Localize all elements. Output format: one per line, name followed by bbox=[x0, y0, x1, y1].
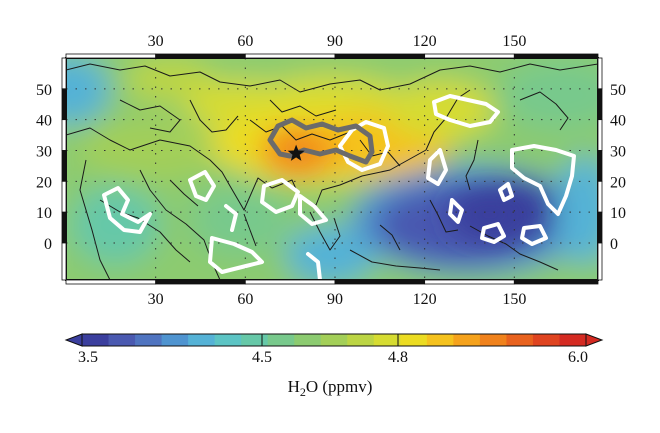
colorbar-segment bbox=[214, 334, 242, 346]
bottom-tick: 90 bbox=[327, 291, 343, 308]
frame-band bbox=[424, 279, 515, 285]
colorbar-segment bbox=[453, 334, 481, 346]
colorbar-label: 4.5 bbox=[252, 349, 272, 366]
frame-band bbox=[513, 53, 599, 59]
colorbar-segment bbox=[506, 334, 534, 346]
colorbar-segment bbox=[294, 334, 322, 346]
colorbar-label-min: 3.5 bbox=[78, 349, 98, 366]
top-tick: 90 bbox=[327, 33, 343, 50]
frame-band bbox=[61, 119, 67, 151]
colorbar-segment bbox=[479, 334, 507, 346]
right-tick: 50 bbox=[610, 82, 626, 99]
colorbar-segment bbox=[347, 334, 375, 346]
frame-band bbox=[61, 242, 67, 281]
colorbar-segments bbox=[82, 334, 587, 346]
colorbar-segment bbox=[426, 334, 454, 346]
top-tick: 60 bbox=[237, 33, 253, 50]
bottom-tick: 120 bbox=[413, 291, 437, 308]
water-vapor-map: 30 60 90 120 150 30 60 90 120 150 50 40 … bbox=[36, 33, 626, 308]
right-tick: 10 bbox=[610, 205, 626, 222]
top-tick: 120 bbox=[413, 33, 437, 50]
white-contours bbox=[102, 94, 576, 280]
frame-band bbox=[244, 279, 336, 285]
colorbar-segment bbox=[320, 334, 348, 346]
colorbar-segment bbox=[267, 334, 295, 346]
colorbar-segment bbox=[400, 334, 428, 346]
frame-band bbox=[334, 53, 426, 59]
frame-band bbox=[65, 279, 157, 285]
colorbar: 3.5 4.5 4.8 6.0 H2O (ppmv) bbox=[64, 333, 604, 399]
top-tick: 150 bbox=[502, 33, 526, 50]
frame-band bbox=[65, 53, 157, 59]
left-tick: 40 bbox=[36, 113, 52, 130]
left-tick-labels: 50 40 30 20 10 0 bbox=[36, 82, 52, 253]
bottom-tick: 150 bbox=[502, 291, 526, 308]
frame-band bbox=[597, 180, 603, 213]
frame-band bbox=[155, 279, 246, 285]
top-tick: 30 bbox=[148, 33, 164, 50]
colorbar-title-main: H bbox=[288, 377, 300, 396]
frame-scale-bars bbox=[61, 53, 603, 285]
colorbar-label-max: 6.0 bbox=[568, 349, 588, 366]
colorbar-title-subscript: 2 bbox=[300, 385, 306, 399]
frame-band bbox=[513, 279, 599, 285]
bottom-tick: 60 bbox=[237, 291, 253, 308]
colorbar-segment bbox=[559, 334, 587, 346]
right-tick: 40 bbox=[610, 113, 626, 130]
left-tick: 30 bbox=[36, 144, 52, 161]
bottom-tick-labels: 30 60 90 120 150 bbox=[148, 291, 527, 308]
left-tick: 20 bbox=[36, 174, 52, 191]
colorbar-segment bbox=[82, 334, 110, 346]
colorbar-segment bbox=[241, 334, 269, 346]
right-tick-labels: 50 40 30 20 10 0 bbox=[610, 82, 626, 253]
colorbar-max-arrow bbox=[585, 333, 604, 347]
colorbar-frame bbox=[81, 333, 587, 347]
top-tick-labels: 30 60 90 120 150 bbox=[148, 33, 527, 50]
frame-band bbox=[597, 119, 603, 151]
frame-band bbox=[61, 180, 67, 213]
bottom-tick: 30 bbox=[148, 291, 164, 308]
frame-band bbox=[334, 279, 426, 285]
left-tick: 10 bbox=[36, 205, 52, 222]
colorbar-min-arrow bbox=[64, 333, 83, 347]
colorbar-segment bbox=[161, 334, 189, 346]
frame-band bbox=[155, 53, 246, 59]
frame-band bbox=[597, 242, 603, 281]
left-tick: 50 bbox=[36, 82, 52, 99]
star-icon bbox=[287, 144, 305, 161]
frame-band bbox=[424, 53, 515, 59]
frame-band bbox=[61, 211, 67, 244]
right-tick: 0 bbox=[610, 236, 618, 253]
colorbar-segment bbox=[532, 334, 560, 346]
right-tick: 20 bbox=[610, 174, 626, 191]
left-tick: 0 bbox=[44, 236, 52, 253]
colorbar-title-rest: O (ppmv) bbox=[306, 377, 373, 396]
colorbar-title: H2O (ppmv) bbox=[288, 377, 373, 399]
colorbar-segment bbox=[373, 334, 401, 346]
frame-band bbox=[244, 53, 336, 59]
colorbar-segment bbox=[135, 334, 163, 346]
frame-band bbox=[61, 57, 67, 90]
frame-band bbox=[597, 88, 603, 121]
frame-band bbox=[61, 150, 67, 182]
frame-band bbox=[597, 57, 603, 90]
frame-band bbox=[597, 150, 603, 182]
colorbar-label: 4.8 bbox=[388, 349, 408, 366]
frame-band bbox=[597, 211, 603, 244]
colorbar-segment bbox=[108, 334, 136, 346]
frame-band bbox=[61, 88, 67, 121]
right-tick: 30 bbox=[610, 144, 626, 161]
colorbar-segment bbox=[188, 334, 216, 346]
